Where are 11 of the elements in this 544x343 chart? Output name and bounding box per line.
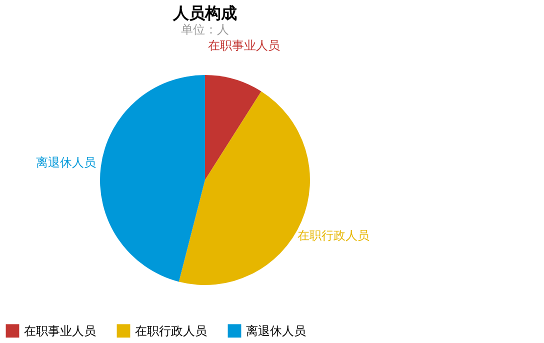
slice-label: 离退休人员 (36, 155, 96, 170)
legend-label: 在职行政人员 (135, 324, 207, 338)
slice-label: 在职事业人员 (208, 38, 280, 53)
slice-label: 在职行政人员 (297, 228, 370, 243)
pie-slice (205, 75, 262, 180)
pie-slice (178, 91, 310, 285)
chart-subtitle: 单位：人 (181, 22, 229, 37)
legend-label: 离退休人员 (246, 324, 306, 338)
legend-label: 在职事业人员 (24, 324, 96, 338)
chart-title: 人员构成 (172, 4, 237, 23)
pie-slice (100, 75, 205, 282)
